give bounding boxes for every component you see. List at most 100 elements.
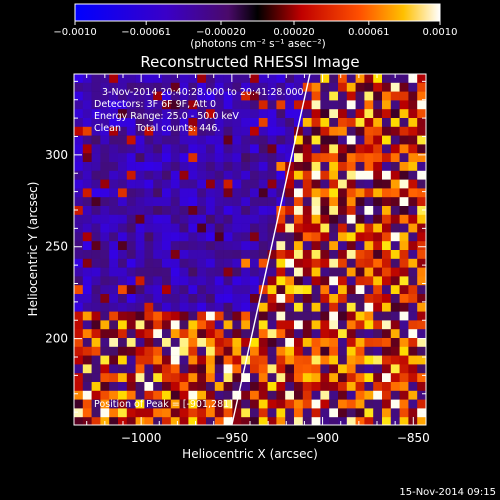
heatmap-cell (118, 258, 128, 268)
heatmap-cell (135, 91, 145, 101)
heatmap-cell (126, 126, 136, 136)
heatmap-cell (118, 118, 128, 128)
heatmap-cell (100, 338, 110, 348)
heatmap-cell (91, 170, 101, 180)
heatmap-cell (276, 320, 286, 330)
heatmap-cell (417, 153, 426, 163)
heatmap-cell (311, 285, 321, 295)
heatmap-cell (232, 206, 242, 216)
heatmap-cell (373, 179, 383, 189)
heatmap-cell (82, 285, 92, 295)
heatmap-cell (250, 364, 260, 374)
heatmap-cell (126, 373, 136, 383)
heatmap-cell (153, 311, 163, 321)
heatmap-cell (232, 109, 242, 119)
heatmap-cell (153, 346, 163, 356)
heatmap-cell (162, 214, 172, 224)
heatmap-cell (170, 294, 180, 304)
heatmap-cell (206, 162, 216, 172)
heatmap-cell (320, 188, 330, 198)
heatmap-cell (126, 109, 136, 119)
heatmap-cell (364, 355, 374, 365)
heatmap-cell (162, 390, 172, 400)
heatmap-cell (258, 74, 268, 84)
heatmap-cell (285, 179, 295, 189)
heatmap-cell (135, 311, 145, 321)
heatmap-cell (126, 346, 136, 356)
heatmap-cell (91, 91, 101, 101)
heatmap-cell (241, 329, 251, 339)
heatmap-cell (214, 118, 224, 128)
heatmap-cell (373, 258, 383, 268)
heatmap-cell (294, 329, 304, 339)
heatmap-cell (126, 179, 136, 189)
heatmap-cell (373, 214, 383, 224)
heatmap-cell (302, 232, 312, 242)
heatmap-cell (320, 162, 330, 172)
heatmap-cell (91, 250, 101, 260)
heatmap-cell (109, 373, 119, 383)
heatmap-cell (302, 311, 312, 321)
heatmap-cell (373, 302, 383, 312)
heatmap-cell (214, 197, 224, 207)
heatmap-cell (364, 170, 374, 180)
heatmap-cell (373, 373, 383, 383)
heatmap-cell (364, 206, 374, 216)
heatmap-cell (399, 206, 409, 216)
heatmap-cell (373, 82, 383, 92)
heatmap-cell (197, 126, 207, 136)
heatmap-cell (135, 399, 145, 409)
heatmap-cell (250, 346, 260, 356)
limb-line (231, 73, 311, 426)
heatmap-cell (338, 408, 348, 418)
heatmap-cell (285, 188, 295, 198)
heatmap-cell (329, 100, 339, 110)
heatmap-cell (188, 267, 198, 277)
heatmap-cell (214, 153, 224, 163)
heatmap-cell (399, 355, 409, 365)
heatmap-cell (276, 118, 286, 128)
heatmap-cell (373, 232, 383, 242)
heatmap-cell (382, 223, 392, 233)
heatmap-cell (82, 250, 92, 260)
heatmap-cell (355, 346, 365, 356)
heatmap-cell (74, 153, 84, 163)
heatmap-cell (373, 241, 383, 251)
heatmap-cell (153, 302, 163, 312)
heatmap-cell (170, 276, 180, 286)
heatmap-cell (294, 302, 304, 312)
heatmap-cell (126, 390, 136, 400)
heatmap-cell (144, 109, 154, 119)
heatmap-cell (126, 153, 136, 163)
heatmap-cell (109, 346, 119, 356)
heatmap-cell (126, 364, 136, 374)
heatmap-cell (153, 338, 163, 348)
heatmap-cell (390, 232, 400, 242)
heatmap-cell (267, 285, 277, 295)
heatmap-cell (267, 109, 277, 119)
heatmap-cell (417, 382, 426, 392)
heatmap-cell (126, 338, 136, 348)
heatmap-cell (100, 74, 110, 84)
heatmap-cell (118, 232, 128, 242)
heatmap-cell (126, 382, 136, 392)
heatmap-cell (311, 390, 321, 400)
heatmap-cell (179, 346, 189, 356)
heatmap-cell (241, 364, 251, 374)
heatmap-cell (179, 285, 189, 295)
heatmap-cell (408, 179, 418, 189)
heatmap-cell (338, 258, 348, 268)
heatmap-cell (276, 82, 286, 92)
heatmap-cell (267, 74, 277, 84)
heatmap-cell (170, 214, 180, 224)
heatmap-cell (382, 162, 392, 172)
heatmap-cell (373, 338, 383, 348)
heatmap-cell (162, 294, 172, 304)
heatmap-cell (285, 82, 295, 92)
heatmap-cell (179, 250, 189, 260)
heatmap-cell (258, 382, 268, 392)
heatmap-cell (320, 223, 330, 233)
heatmap-cell (135, 118, 145, 128)
heatmap-cell (241, 144, 251, 154)
